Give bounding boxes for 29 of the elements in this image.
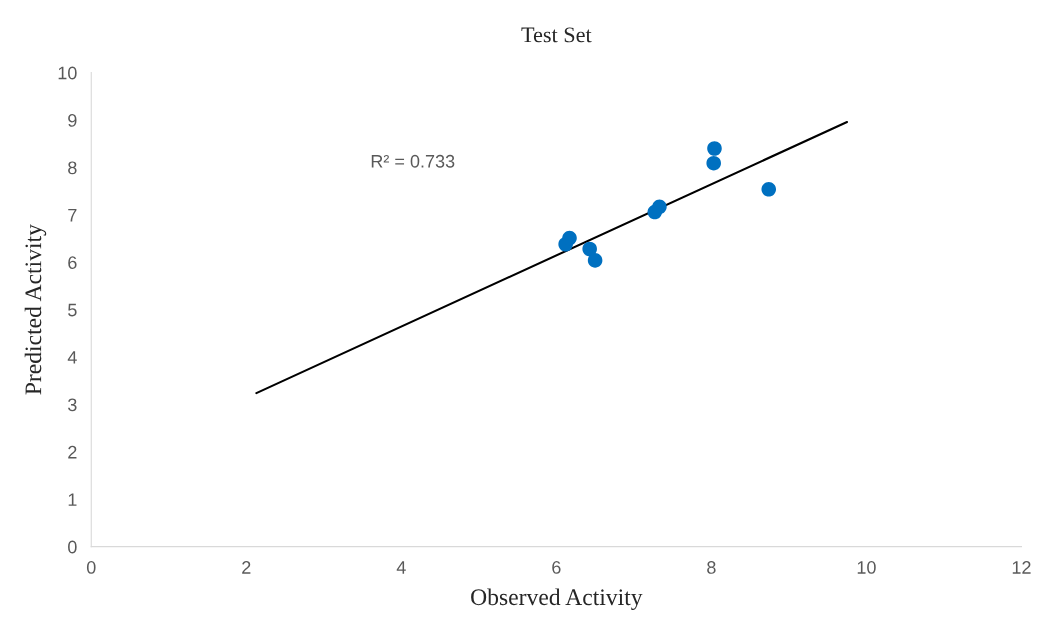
y-tick-label: 3	[68, 398, 77, 412]
x-tick-label: 0	[86, 561, 96, 574]
x-tick-label: 10	[857, 561, 876, 574]
y-tick-label: 10	[58, 66, 77, 80]
x-axis-title: Observed Activity	[471, 588, 643, 610]
y-tick-label: 8	[68, 161, 77, 175]
x-tick-label: 4	[396, 561, 406, 574]
x-tick-label: 2	[242, 561, 251, 574]
y-tick-label: 4	[67, 351, 77, 364]
y-tick-label: 2	[68, 445, 77, 459]
chart-title: Test Set	[521, 27, 592, 43]
point	[706, 155, 721, 171]
annotation: R² = 0.733	[371, 154, 455, 168]
y-tick-label: 7	[68, 209, 77, 222]
y-tick-label: 9	[68, 114, 77, 127]
x-tick-label: 12	[1012, 561, 1031, 574]
point	[652, 199, 667, 215]
y-tick-label: 0	[68, 540, 77, 554]
x-tick-label: 6	[552, 561, 561, 574]
y-tick-label: 1	[68, 493, 77, 506]
point	[707, 141, 722, 156]
point	[582, 241, 597, 257]
point	[587, 253, 603, 268]
point	[562, 230, 577, 246]
y-tick-label: 6	[68, 256, 77, 269]
y-axis-title: Predicted Activity	[24, 224, 47, 395]
x-tick-label: 8	[707, 561, 716, 574]
y-tick-label: 5	[68, 303, 77, 317]
point	[761, 182, 777, 197]
